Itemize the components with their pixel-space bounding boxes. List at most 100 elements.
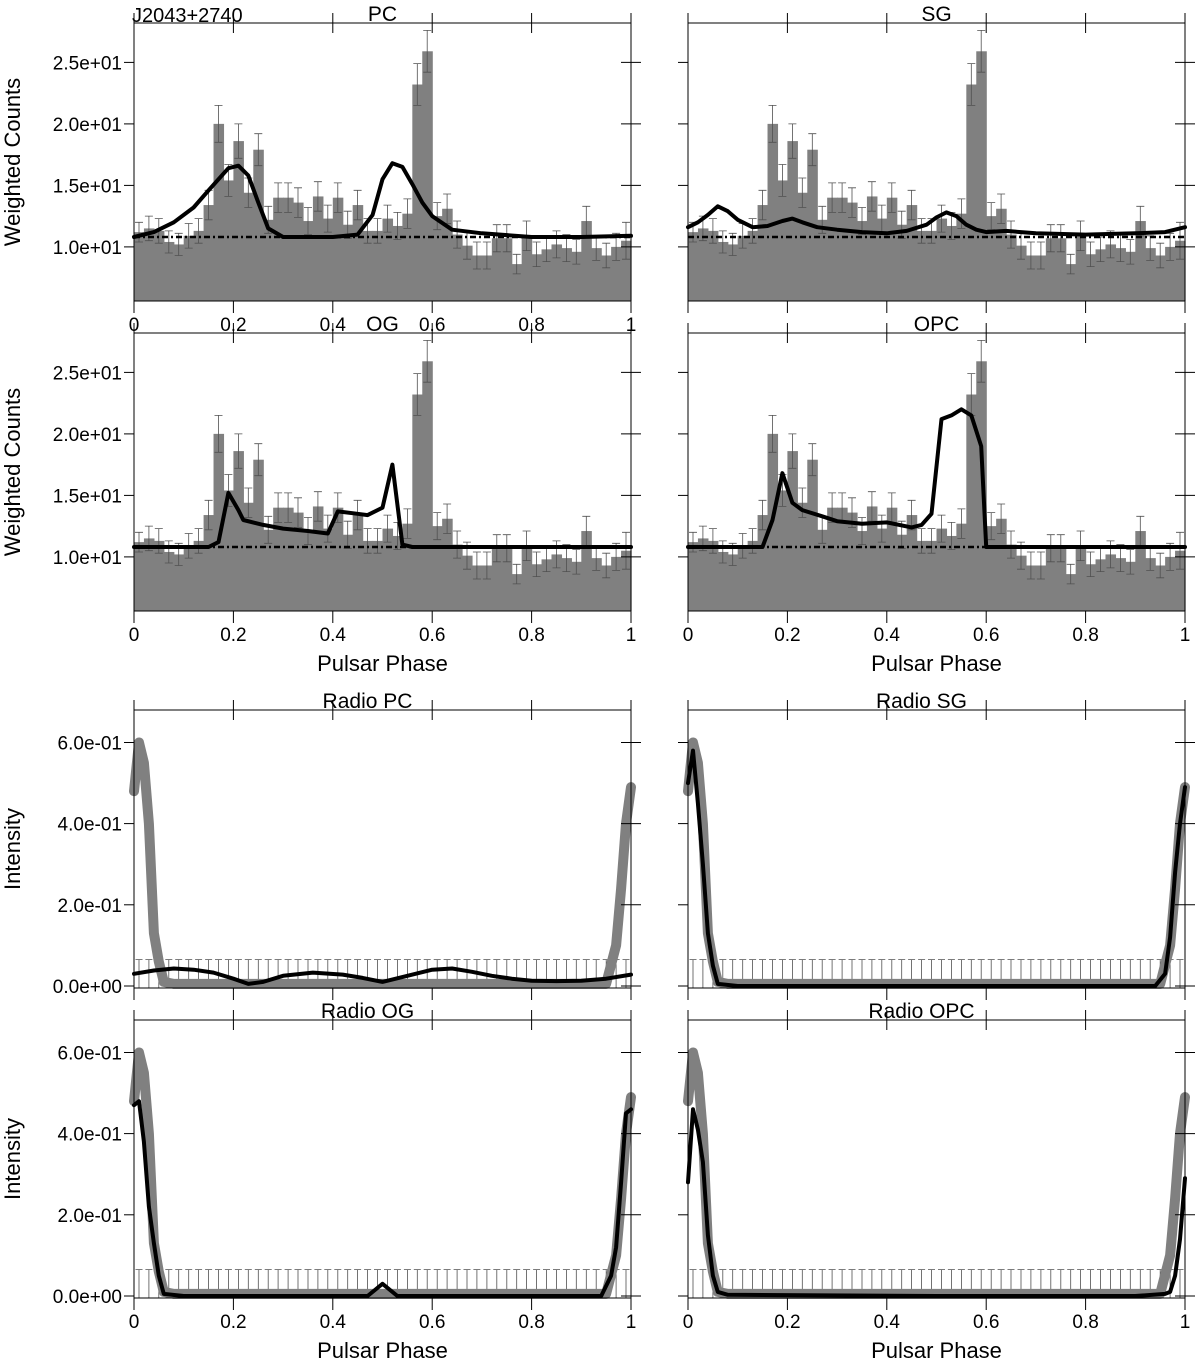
histogram-bar [966, 84, 977, 301]
histogram-bar [511, 574, 523, 611]
histogram-bar [986, 216, 997, 301]
error-bar [997, 193, 1006, 224]
histogram-bar [283, 197, 294, 301]
error-bar [284, 182, 293, 213]
error-bar [808, 133, 817, 167]
error-bar [997, 503, 1006, 534]
error-bar [838, 182, 847, 213]
error-bar [1066, 563, 1075, 585]
histogram-bar [1035, 255, 1047, 301]
x-tick-label: 0 [683, 1312, 694, 1333]
error-bar [947, 522, 956, 550]
error-bar [758, 189, 767, 221]
histogram-bar [717, 241, 729, 301]
error-bar [602, 552, 611, 579]
error-bar [917, 528, 926, 554]
error-bar [492, 224, 501, 253]
histogram-bar [1075, 545, 1087, 611]
histogram-bar [422, 51, 433, 301]
error-bar [333, 492, 342, 523]
y-tick-label: 1.5e+01 [53, 486, 122, 507]
error-bar [343, 520, 352, 549]
radio-error-bar [145, 1269, 153, 1298]
panels: 1.0e+011.5e+012.0e+012.5e+010 0.2 0.4 0.6 0.… [0, 3, 1195, 1362]
histogram-bar [1045, 548, 1057, 611]
histogram-bar [688, 542, 699, 611]
histogram-bar [896, 534, 908, 611]
error-bar [1156, 242, 1165, 269]
axes-frame [133, 332, 632, 612]
error-bar [244, 487, 253, 518]
panel-title: Radio SG [876, 690, 967, 713]
x-tick-label: 0 [683, 625, 694, 646]
histogram-bar [581, 531, 592, 611]
y-tick-label: 4.0e-01 [58, 1125, 122, 1146]
histogram-bar [561, 558, 572, 611]
x-tick-label: 0 [129, 625, 140, 646]
histogram-bar [611, 556, 622, 611]
error-bar [848, 187, 856, 218]
histogram-bar [372, 540, 384, 611]
error-bar [572, 549, 581, 575]
panel-title: OG [366, 313, 399, 336]
histogram-bar [1135, 531, 1146, 611]
axes-frame [687, 332, 1186, 612]
error-bar [768, 415, 777, 453]
histogram-bar [382, 218, 394, 301]
histogram-bar [847, 202, 858, 301]
histogram-bar [173, 244, 185, 301]
histogram-bar [223, 490, 234, 611]
error-bar [768, 105, 777, 143]
error-bar [778, 164, 787, 197]
histogram-bar [1035, 565, 1047, 611]
error-bar [572, 239, 581, 265]
histogram-bar [273, 197, 284, 301]
gamma-opc-panel: 0 0.2 0.4 0.6 0.8 1 OPC Pulsar Phase [678, 313, 1195, 676]
histogram-bar [1006, 544, 1017, 611]
histogram-bar [342, 534, 354, 611]
histogram-bar [571, 251, 582, 301]
error-bar [748, 218, 757, 244]
histogram-bar [521, 545, 533, 611]
histogram-bar [213, 433, 225, 611]
error-bar [1007, 220, 1015, 249]
histogram-bar [956, 213, 967, 301]
histogram-bar [817, 219, 828, 301]
error-bar [294, 187, 302, 218]
error-bar [927, 528, 936, 554]
histogram-bar [541, 559, 553, 611]
histogram-bar [697, 228, 709, 301]
histogram-bar [163, 241, 175, 301]
histogram-bar [787, 451, 798, 611]
axes-frame [687, 709, 1186, 989]
panel-title: PC [368, 3, 397, 26]
radio-profile [683, 737, 1190, 989]
y-tick-label: 2.0e-01 [58, 896, 122, 917]
histogram-bar [243, 502, 254, 611]
histogram-bar [621, 550, 632, 611]
histogram-bar [1175, 240, 1186, 301]
error-bar [194, 218, 203, 244]
error-bar [1026, 551, 1035, 580]
x-tick-label: 0 [129, 1312, 140, 1333]
histogram-bar [531, 254, 543, 301]
error-bar [937, 204, 946, 233]
panel-title: OPC [914, 313, 960, 336]
y-tick-label: 1.0e+01 [53, 548, 122, 569]
histogram-bar [462, 245, 473, 301]
histogram-bar [1065, 574, 1077, 611]
histogram-bar [837, 507, 848, 611]
histogram-bar [926, 540, 938, 611]
histogram-bar [906, 515, 918, 611]
histogram-bar [1145, 248, 1156, 301]
error-bar [788, 433, 797, 469]
histogram-bar [1085, 254, 1097, 301]
histogram-bar [143, 228, 155, 301]
radio-error-bar [1176, 1269, 1184, 1298]
radio-model-curve [686, 1107, 1187, 1298]
histogram-bar [837, 197, 848, 301]
error-bar [718, 540, 727, 564]
histogram-bar [362, 230, 374, 301]
panel-title: Radio OG [321, 1000, 414, 1023]
x-tick-label: 0.6 [973, 1312, 999, 1333]
